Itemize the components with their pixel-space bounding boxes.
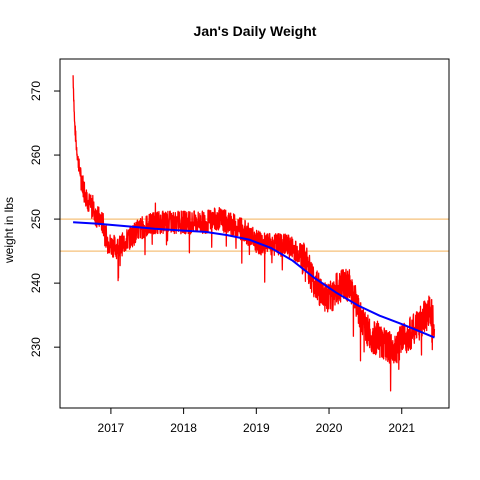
- x-tick-label-2020: 2020: [316, 421, 343, 435]
- y-tick-label-260: 260: [29, 145, 43, 165]
- y-tick-label-240: 240: [29, 273, 43, 293]
- series-group: [72, 75, 436, 392]
- plot-frame: [59, 58, 450, 409]
- y-tick-label-250: 250: [29, 209, 43, 229]
- weight-series-line: [72, 75, 436, 392]
- y-axis-label: weight in lbs: [2, 197, 16, 264]
- y-tick-label-270: 270: [29, 81, 43, 101]
- x-axis: 2017 2018 2019 2020 2021: [98, 408, 415, 435]
- y-axis: 230 240 250 260 270: [29, 81, 60, 357]
- x-tick-label-2018: 2018: [170, 421, 197, 435]
- x-tick-label-2021: 2021: [388, 421, 415, 435]
- chart-title: Jan's Daily Weight: [194, 23, 317, 39]
- x-tick-label-2017: 2017: [98, 421, 125, 435]
- trend-series-line: [73, 221, 435, 339]
- x-tick-label-2019: 2019: [243, 421, 270, 435]
- y-tick-label-230: 230: [29, 337, 43, 357]
